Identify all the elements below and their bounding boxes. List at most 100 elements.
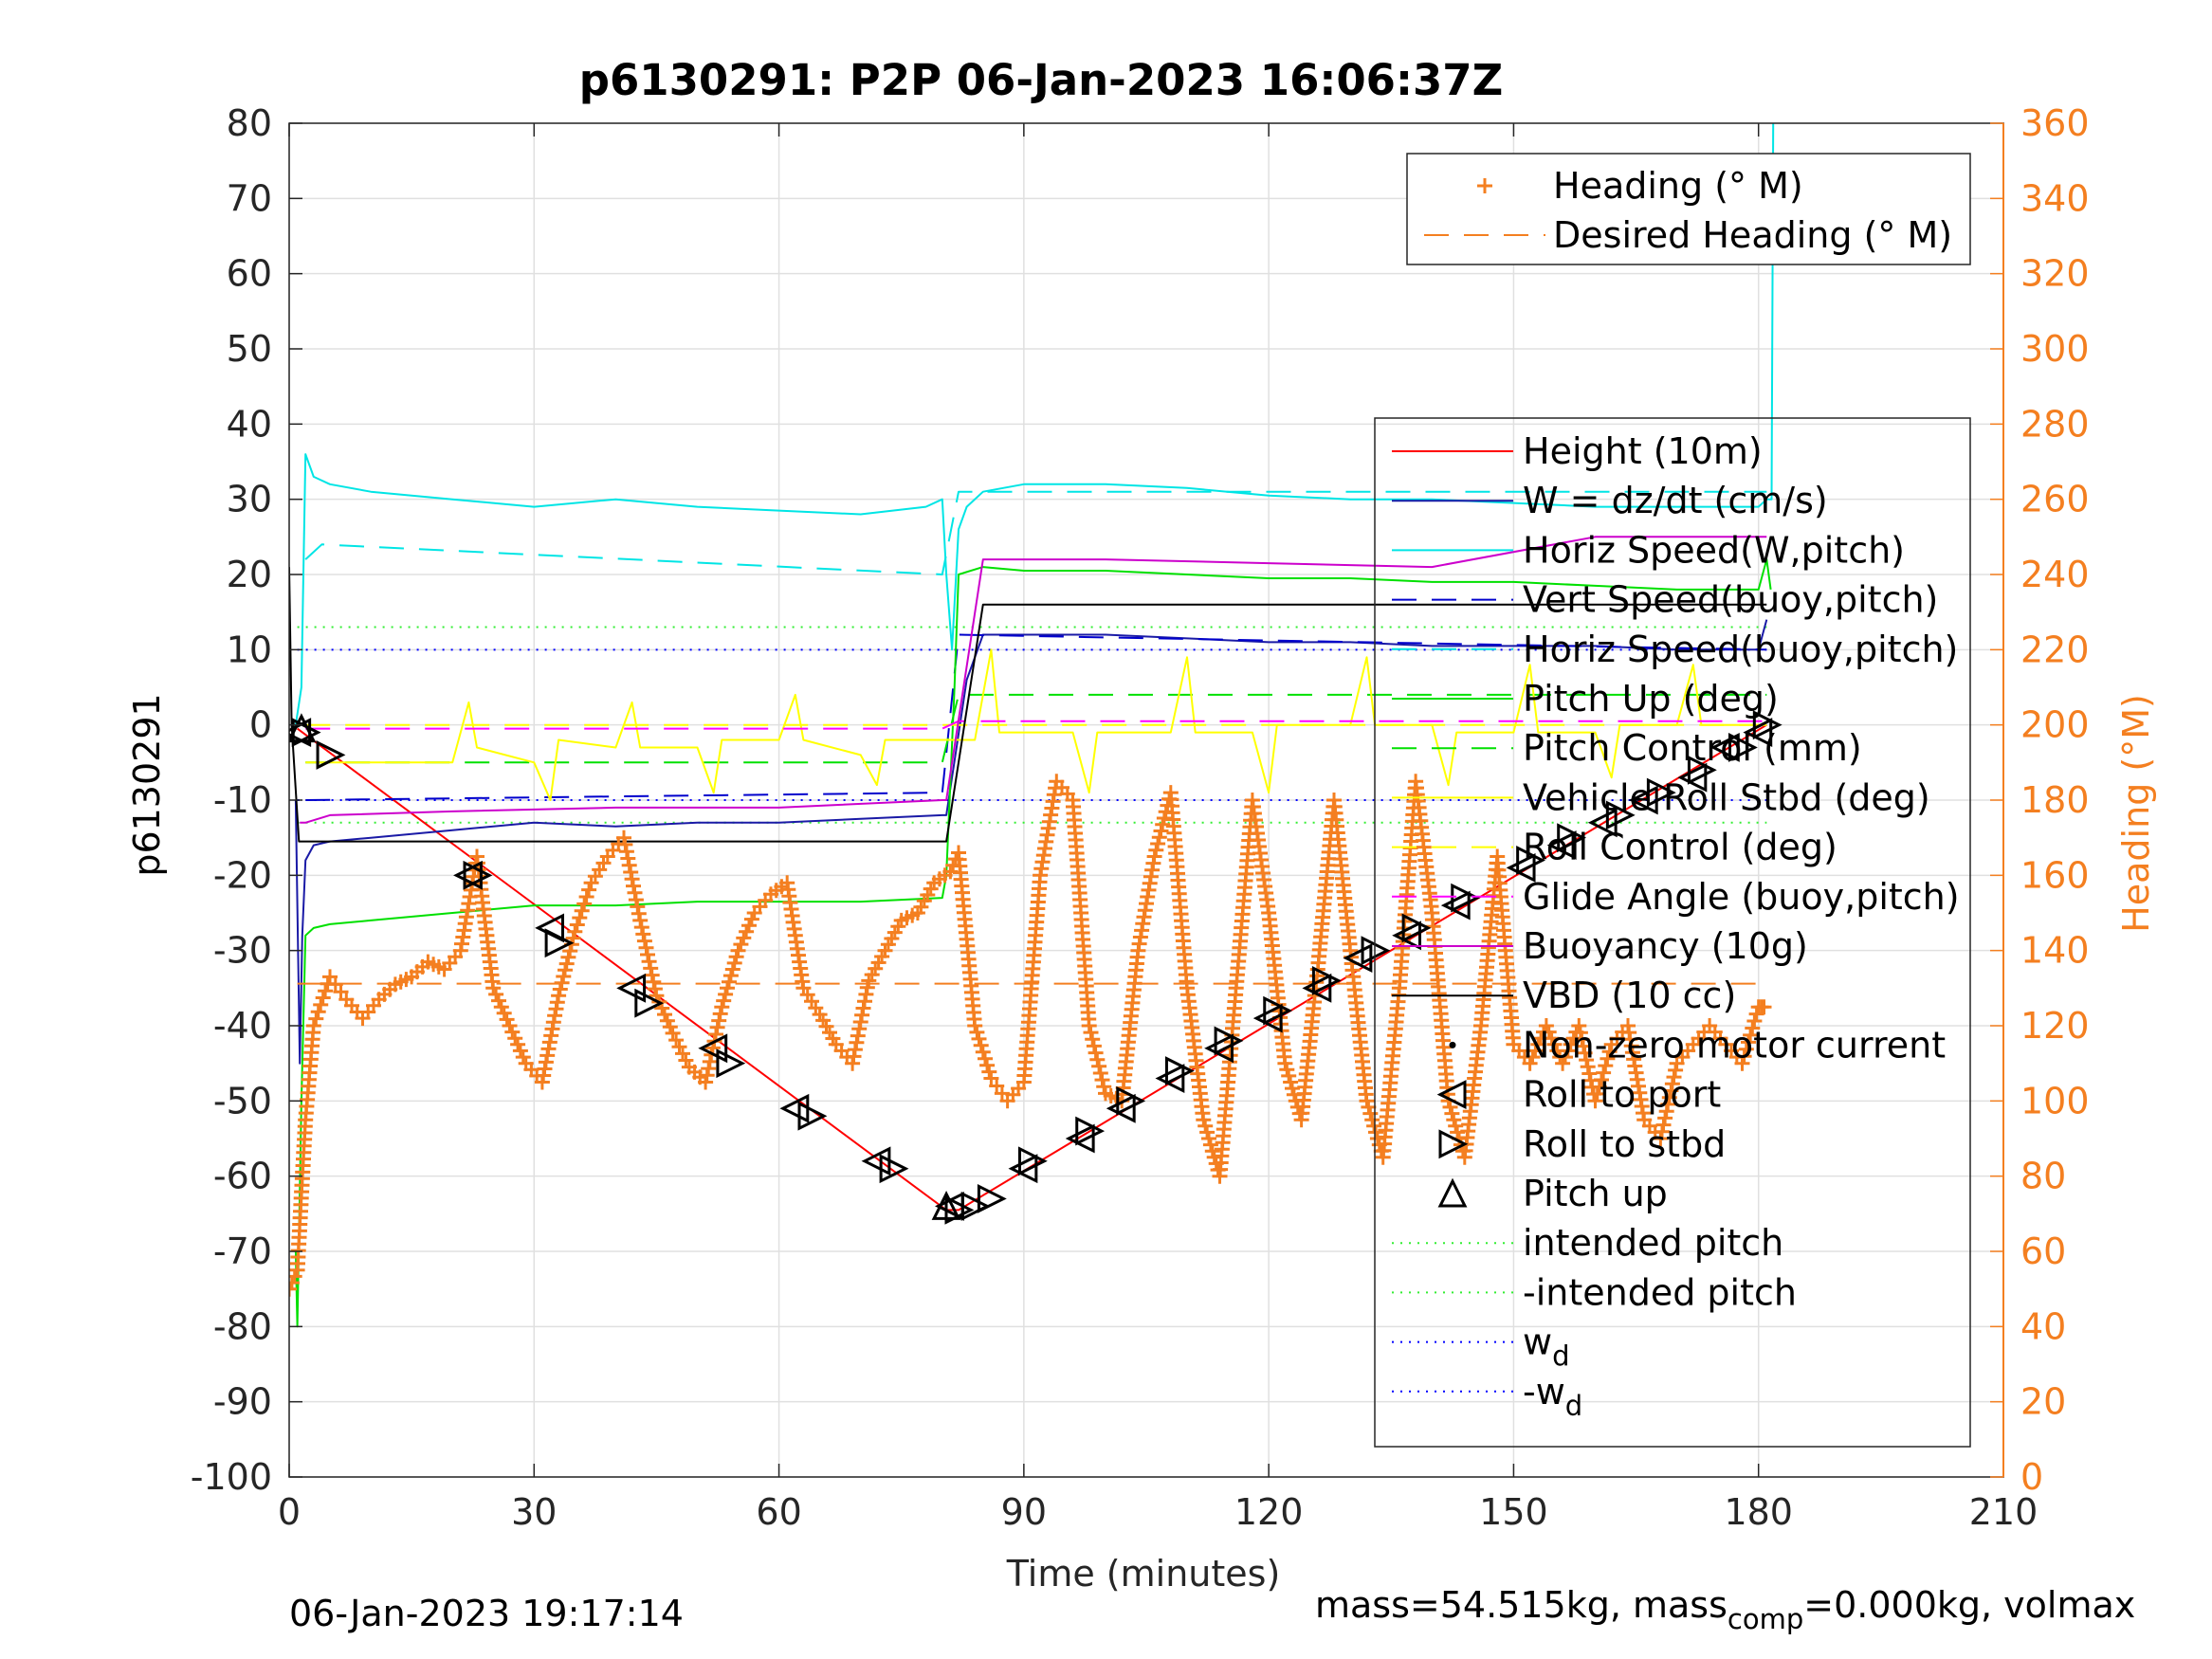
legend-label-text: Buoyancy (10g) — [1523, 925, 1808, 967]
footer-mass: mass=54.515kg, masscomp=0.000kg, volmax — [1315, 1584, 2135, 1635]
legend-label: Vert Speed(buoy,pitch) — [1523, 579, 1938, 621]
heading-marker — [675, 1046, 690, 1062]
heading-marker — [1571, 1018, 1587, 1033]
roll-to-stbd-marker — [1311, 965, 1342, 995]
legend-label-text: W = dz/dt (cm/s) — [1523, 480, 1828, 521]
legend-label: intended pitch — [1523, 1222, 1783, 1264]
legend-item-vehicle-roll-stbd-deg-7: Vehicle Roll Stbd (deg) — [1392, 776, 1930, 818]
roll-to-port-marker — [453, 860, 483, 890]
roll-to-stbd-marker — [1075, 1116, 1106, 1146]
roll-to-port-marker — [1743, 718, 1773, 748]
series-glide-angle-buoy-pitch — [305, 720, 1767, 730]
heading-marker — [1085, 1031, 1101, 1048]
heading-marker — [665, 1025, 681, 1041]
roll-to-port-marker — [1546, 830, 1577, 861]
legend-dot-icon — [1449, 1041, 1456, 1048]
legend-triangle-icon — [1438, 1129, 1469, 1159]
roll-to-stbd-marker — [1516, 846, 1546, 875]
heading-marker — [1601, 1044, 1618, 1060]
y2-tick-label: 340 — [2020, 177, 2090, 219]
roll-to-port-marker — [1065, 1123, 1095, 1154]
roll-to-stbd-marker — [797, 1101, 828, 1131]
roll-to-port-marker — [616, 973, 647, 1003]
y2-tick-label: 260 — [2020, 479, 2090, 520]
heading-marker — [641, 954, 657, 970]
y2-tick-label: 80 — [2020, 1156, 2066, 1197]
heading-marker — [315, 990, 331, 1006]
footer-mass-suffix: =0.000kg, volmax — [1803, 1584, 2135, 1626]
footer-mass-prefix: mass=54.515kg, mass — [1315, 1584, 1728, 1626]
roll-to-stbd-marker — [1263, 995, 1293, 1026]
roll-to-stbd-marker — [1401, 913, 1432, 943]
roll-to-stbd-marker — [1214, 1026, 1244, 1056]
legend-item-intended-pitch-16: intended pitch — [1392, 1222, 1783, 1264]
heading-marker — [1083, 1025, 1099, 1041]
legend-triangle-icon — [1436, 1080, 1467, 1110]
heading-marker — [1594, 1072, 1609, 1087]
legend-label: Buoyancy (10g) — [1523, 925, 1808, 967]
y2-tick-label: 40 — [2020, 1305, 2066, 1347]
legend-label-text: Pitch up — [1523, 1173, 1668, 1214]
legend-item-buoyancy-10g-10: Buoyancy (10g) — [1392, 925, 1808, 967]
legend-item-pitch-up-deg-5: Pitch Up (deg) — [1392, 678, 1779, 720]
legend-label-text: Horiz Speed(buoy,pitch) — [1523, 629, 1958, 670]
heading-marker — [1092, 1066, 1108, 1081]
roll-to-port-marker — [1106, 1093, 1136, 1123]
y2-tick-label: 20 — [2020, 1381, 2066, 1423]
x-tick-label: 150 — [1479, 1491, 1548, 1533]
heading-marker — [1587, 1093, 1603, 1109]
heading-marker — [572, 910, 588, 926]
legend-label-text: Pitch Control (mm) — [1523, 727, 1862, 769]
heading-marker — [632, 912, 649, 928]
roll-to-port-marker — [1252, 1003, 1283, 1033]
legend-item-horiz-speed-w-pitch-2: Horiz Speed(W,pitch) — [1392, 529, 1905, 571]
heading-marker — [678, 1052, 694, 1068]
y-tick-label: 40 — [227, 403, 272, 445]
legend-item-roll-to-port-13: Roll to port — [1436, 1074, 1721, 1116]
markers — [289, 710, 1782, 1225]
heading-marker — [1091, 1058, 1107, 1074]
roll-to-port-marker — [1008, 1154, 1038, 1184]
heading-marker — [576, 896, 593, 912]
heading-marker — [1741, 1034, 1756, 1050]
roll-to-stbd-marker — [977, 1184, 1007, 1213]
legend-label-text: Non-zero motor current — [1523, 1024, 1946, 1066]
legend-item-roll-control-deg-8: Roll Control (deg) — [1392, 827, 1837, 868]
heading-marker — [1580, 1059, 1596, 1075]
heading-marker — [979, 1057, 996, 1073]
heading-marker — [1089, 1051, 1106, 1067]
heading-marker — [1666, 1069, 1682, 1085]
heading-marker — [1745, 1020, 1761, 1036]
heading-marker — [646, 974, 662, 990]
heading-marker — [1734, 1055, 1750, 1071]
legend-label-sub: d — [1565, 1390, 1582, 1422]
y-tick-label: 80 — [227, 102, 272, 144]
heading-marker — [981, 1064, 997, 1080]
roll-to-port-marker — [1155, 1064, 1185, 1093]
y-tick-label: -60 — [213, 1156, 272, 1197]
legend-item-intended-pitch-17: -intended pitch — [1392, 1271, 1797, 1313]
legend-label: Pitch Up (deg) — [1523, 678, 1779, 720]
plot-clip-group — [289, 123, 1782, 1328]
x-tick-label: 0 — [278, 1491, 301, 1533]
heading-marker — [1600, 1050, 1616, 1066]
y-tick-label: 20 — [227, 554, 272, 595]
roll-to-stbd-marker — [544, 928, 575, 958]
series-buoyancy-10g — [300, 536, 1767, 824]
legend-label: VBD (10 cc) — [1523, 975, 1736, 1016]
y-tick-label: -10 — [213, 779, 272, 821]
y-tick-label: -70 — [213, 1231, 272, 1272]
y-axis-label: p6130291 — [126, 693, 168, 876]
heading-marker — [1579, 1052, 1595, 1068]
legend-item-w-dz-dt-cm-s-1: W = dz/dt (cm/s) — [1392, 480, 1828, 521]
roll-to-port-marker — [1709, 733, 1740, 762]
legend-item-horiz-speed-buoy-pitch-4: Horiz Speed(buoy,pitch) — [1392, 629, 1958, 670]
heading-marker — [1591, 1079, 1607, 1095]
heading-marker — [1598, 1058, 1614, 1074]
roll-to-stbd-marker — [1646, 777, 1676, 808]
legend-heading-box — [1406, 153, 1971, 265]
heading-marker — [308, 1011, 324, 1027]
y-tick-label: -20 — [213, 854, 272, 896]
roll-to-port-marker — [1677, 762, 1708, 793]
legend-item-glide-angle-buoy-pitch-9: Glide Angle (buoy,pitch) — [1392, 876, 1960, 918]
